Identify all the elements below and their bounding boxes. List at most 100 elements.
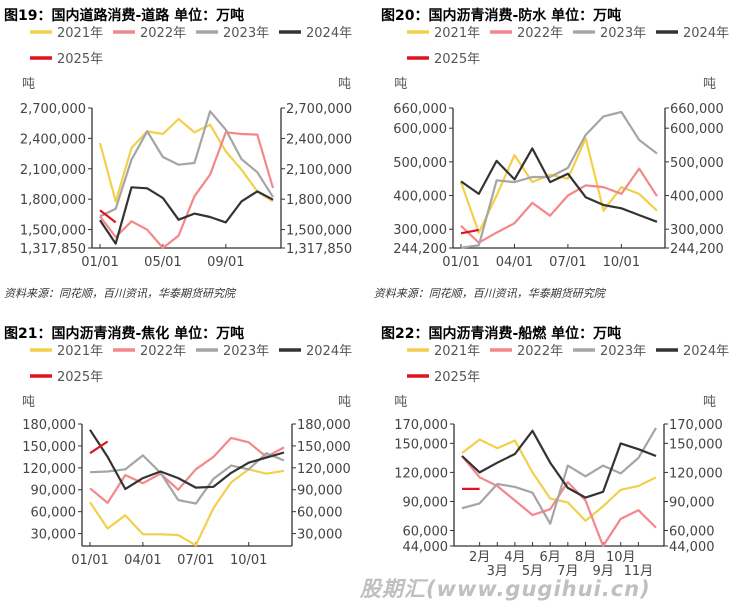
y-axis-unit-left: 吨 xyxy=(394,77,407,92)
x-tick-label: 10月 xyxy=(606,550,636,565)
x-tick-label: 10/01 xyxy=(603,255,640,270)
x-tick-label: 10/01 xyxy=(230,553,267,568)
series-line-2024 xyxy=(89,429,285,491)
y-axis-unit-right: 吨 xyxy=(338,395,351,410)
y-tick-label-right: 150,000 xyxy=(669,437,723,452)
y-tick-label-right: 90,000 xyxy=(297,484,343,499)
source-note: 资料来源：同花顺，百川资讯，华泰期货研究院 xyxy=(374,287,607,300)
series-line-2025 xyxy=(89,440,109,455)
legend-label: 2021年 xyxy=(434,344,480,359)
y-tick-label-left: 400,000 xyxy=(393,190,447,205)
y-tick-label-left: 500,000 xyxy=(393,156,447,171)
y-tick-label-left: 2,700,000 xyxy=(20,102,86,117)
x-tick-label: 05/01 xyxy=(144,255,181,270)
chart-title: 图22：国内沥青消费-船燃 单位：万吨 xyxy=(381,325,621,342)
x-tick-label: 07/01 xyxy=(177,553,214,568)
y-tick-label-left: 2,400,000 xyxy=(20,132,86,147)
chart-title: 图21：国内沥青消费-焦化 单位：万吨 xyxy=(4,325,244,342)
y-tick-label-right: 90,000 xyxy=(669,495,715,510)
y-tick-label-right: 150,000 xyxy=(297,440,351,455)
y-tick-label-right: 244,200 xyxy=(670,242,724,257)
y-tick-label-left: 660,000 xyxy=(393,102,447,117)
y-axis-unit-left: 吨 xyxy=(394,395,407,410)
x-tick-label: 11月 xyxy=(624,564,654,579)
y-tick-label-left: 2,100,000 xyxy=(20,163,86,178)
legend-label: 2023年 xyxy=(223,26,269,41)
legend-label: 2024年 xyxy=(683,26,729,41)
y-tick-label-left: 120,000 xyxy=(22,462,76,477)
x-tick-label: 01/01 xyxy=(81,255,118,270)
series-line-2021 xyxy=(98,117,274,203)
series-line-2021 xyxy=(461,438,657,522)
legend-label: 2021年 xyxy=(57,344,103,359)
legend-label: 2022年 xyxy=(140,344,186,359)
y-axis-unit-left: 吨 xyxy=(22,77,35,92)
x-tick-label: 2月 xyxy=(469,550,490,565)
x-tick-label: 8月 xyxy=(575,550,596,565)
y-tick-label-right: 1,500,000 xyxy=(286,224,352,239)
legend-label: 2025年 xyxy=(434,52,480,67)
legend-label: 2025年 xyxy=(57,52,103,67)
series-line-2024 xyxy=(99,186,274,245)
y-tick-label-left: 244,200 xyxy=(393,242,447,257)
y-tick-label-left: 170,000 xyxy=(394,418,448,433)
chart-svg: 图19：国内道路消费-道路 单位：万吨 2021年 2022年 2023年 2024年 2… xyxy=(4,7,352,300)
y-tick-label-left: 44,000 xyxy=(403,540,449,555)
legend-label: 2023年 xyxy=(600,26,646,41)
x-tick-label: 3月 xyxy=(487,564,508,579)
y-axis-unit-right: 吨 xyxy=(703,395,716,410)
chart-panel-4: 图22：国内沥青消费-船燃 单位：万吨 2021年 2022年 2023年 2024年 2… xyxy=(365,300,730,600)
source-note: 资料来源：同花顺，百川资讯，华泰期货研究院 xyxy=(4,287,237,300)
y-tick-label-right: 60,000 xyxy=(297,506,343,521)
x-tick-label: 04/01 xyxy=(496,255,533,270)
chart-title: 图19：国内道路消费-道路 单位：万吨 xyxy=(4,7,244,24)
y-tick-label-left: 1,800,000 xyxy=(20,193,86,208)
x-tick-label: 01/01 xyxy=(442,255,479,270)
chart-panel-1: 图19：国内道路消费-道路 单位：万吨 2021年 2022年 2023年 2024年 2… xyxy=(0,0,365,300)
chart-panel-2: 图20：国内沥青消费-防水 单位：万吨 2021年 2022年 2023年 2024年 2… xyxy=(365,0,730,300)
series-line-2022 xyxy=(89,436,285,504)
y-tick-label-left: 150,000 xyxy=(394,437,448,452)
watermark: 股期汇(www.gugihui.cn) xyxy=(360,577,651,601)
y-tick-label-right: 1,800,000 xyxy=(286,193,352,208)
x-tick-label: 09/01 xyxy=(207,255,244,270)
legend-label: 2024年 xyxy=(306,26,352,41)
series-line-2022 xyxy=(460,167,658,244)
y-tick-label-left: 1,500,000 xyxy=(20,224,86,239)
chart-title: 图20：国内沥青消费-防水 单位：万吨 xyxy=(381,7,621,24)
chart-panel-3: 图21：国内沥青消费-焦化 单位：万吨 2021年 2022年 2023年 2024年 2… xyxy=(0,300,365,600)
y-tick-label-left: 120,000 xyxy=(394,466,448,481)
series-line-2021 xyxy=(89,468,285,547)
y-tick-label-left: 90,000 xyxy=(403,495,449,510)
y-tick-label-right: 2,400,000 xyxy=(286,132,352,147)
y-tick-label-right: 400,000 xyxy=(670,190,724,205)
legend-label: 2023年 xyxy=(600,344,646,359)
series-line-2024 xyxy=(460,147,658,223)
y-axis-unit-right: 吨 xyxy=(338,77,351,92)
legend-label: 2022年 xyxy=(517,344,563,359)
x-tick-label: 04/01 xyxy=(124,553,161,568)
y-tick-label-left: 150,000 xyxy=(22,440,76,455)
series-line-2025 xyxy=(460,228,480,235)
x-tick-label: 9月 xyxy=(592,564,613,579)
series-line-2023 xyxy=(460,110,658,249)
legend-label: 2021年 xyxy=(57,26,103,41)
series-line-2024 xyxy=(461,429,657,499)
y-axis-unit-left: 吨 xyxy=(22,395,35,410)
y-tick-label-right: 180,000 xyxy=(297,418,351,433)
legend-label: 2022年 xyxy=(517,26,563,41)
y-tick-label-right: 120,000 xyxy=(297,462,351,477)
series-line-2023 xyxy=(89,452,285,505)
x-tick-label: 4月 xyxy=(504,550,525,565)
y-tick-label-left: 600,000 xyxy=(393,122,447,137)
y-tick-label-right: 30,000 xyxy=(297,528,343,543)
y-tick-label-left: 90,000 xyxy=(31,484,77,499)
y-tick-label-left: 180,000 xyxy=(22,418,76,433)
chart-svg: 图20：国内沥青消费-防水 单位：万吨 2021年 2022年 2023年 2024年 2… xyxy=(374,7,729,300)
legend-label: 2024年 xyxy=(683,344,729,359)
y-tick-label-right: 170,000 xyxy=(669,418,723,433)
x-tick-label: 6月 xyxy=(540,550,561,565)
y-tick-label-left: 1,317,850 xyxy=(20,242,86,257)
legend-label: 2023年 xyxy=(223,344,269,359)
